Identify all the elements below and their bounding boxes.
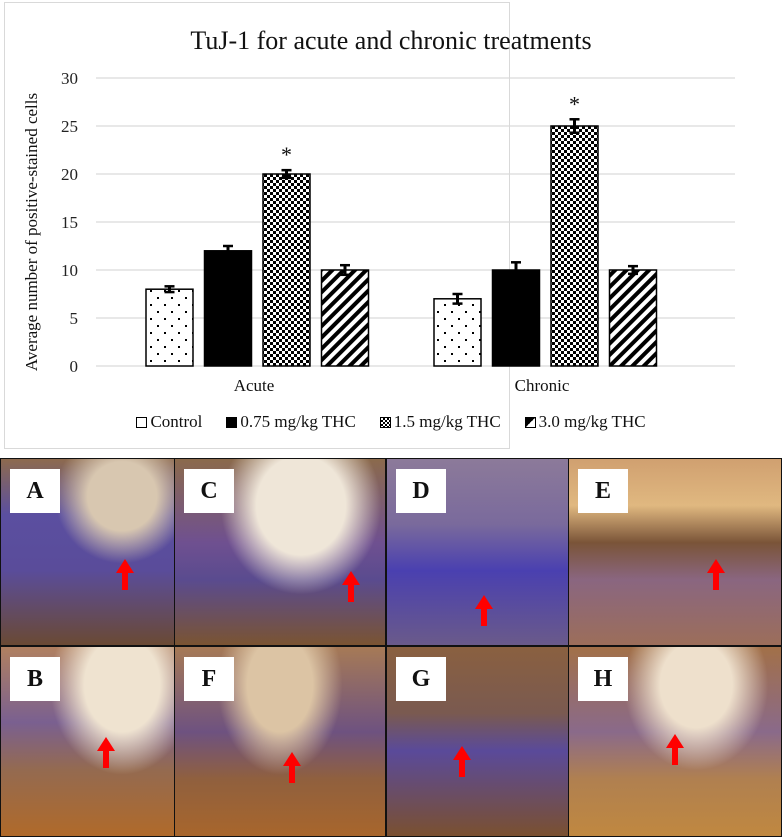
legend-item-1-5: 1.5 mg/kg THC (379, 412, 501, 432)
legend-item-3-0: 3.0 mg/kg THC (524, 412, 646, 432)
bar (608, 269, 658, 367)
y-tick-label: 0 (70, 357, 79, 376)
bar (491, 269, 541, 367)
significance-marker: * (281, 142, 292, 167)
legend-swatch-solid-icon (226, 416, 238, 428)
legend-label: Control (150, 412, 203, 431)
micrograph-panel-d: D (386, 458, 569, 646)
significance-marker: * (569, 91, 580, 116)
y-tick-label: 20 (61, 165, 78, 184)
micrograph-panel-g: G (386, 646, 569, 837)
panel-label: H (578, 657, 628, 701)
micrograph-panel-e: E (568, 458, 782, 646)
micrograph-panel-h: H (568, 646, 782, 837)
bar (203, 250, 253, 367)
micrograph-panel-c: C (174, 458, 386, 646)
bar-chart: 0 5 10 15 20 25 30 * * (61, 69, 735, 376)
panel-label: E (578, 469, 628, 513)
bar (262, 173, 311, 367)
legend-item-control: Control (136, 412, 202, 432)
legend-label: 0.75 mg/kg THC (240, 412, 356, 431)
legend-label: 3.0 mg/kg THC (538, 412, 646, 431)
micrograph-panel-a: A (0, 458, 175, 646)
y-tick-label: 25 (61, 117, 78, 136)
legend-swatch-dots-icon (136, 416, 148, 428)
chart-title: TuJ-1 for acute and chronic treatments (190, 26, 592, 55)
chart-frame (4, 2, 510, 449)
y-tick-label: 30 (61, 69, 78, 88)
bar (550, 125, 599, 367)
legend-swatch-diagonal-icon (524, 416, 536, 428)
y-tick-label: 15 (61, 213, 78, 232)
legend-swatch-checker-icon (379, 416, 391, 428)
y-tick-label: 5 (70, 309, 79, 328)
panel-label: B (10, 657, 60, 701)
micrograph-panel-f: F (174, 646, 386, 837)
bar (320, 269, 370, 367)
panel-label: F (184, 657, 234, 701)
y-tick-label: 10 (61, 261, 78, 280)
micrograph-panel-b: B (0, 646, 175, 837)
chart-legend: Control 0.75 mg/kg THC 1.5 mg/kg THC 3.0… (0, 412, 782, 432)
legend-item-0-75: 0.75 mg/kg THC (226, 412, 356, 432)
panel-label: C (184, 469, 234, 513)
micrograph-grid: A C D E B F G H (0, 458, 782, 837)
panel-label: A (10, 469, 60, 513)
panel-label: G (396, 657, 446, 701)
x-axis-category-chronic: Chronic (514, 376, 570, 395)
bar (145, 288, 194, 367)
x-axis-category-acute: Acute (233, 376, 275, 395)
bar (433, 298, 482, 367)
panel-label: D (396, 469, 446, 513)
legend-label: 1.5 mg/kg THC (393, 412, 501, 431)
